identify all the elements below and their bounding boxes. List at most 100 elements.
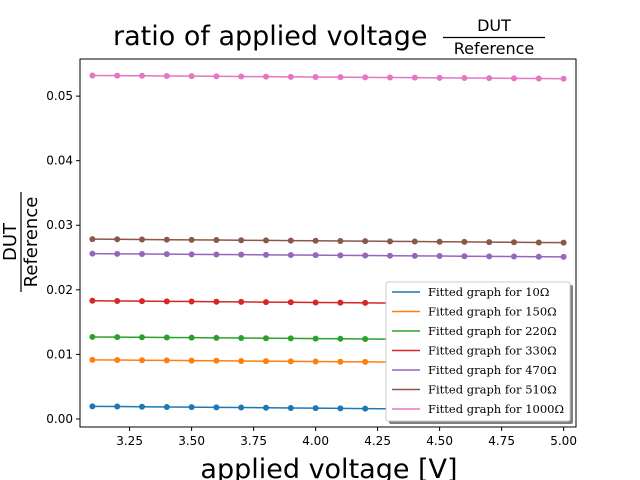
legend-label-6: Fitted graph for 1000Ω (428, 402, 564, 416)
data-point (337, 405, 344, 412)
data-point (139, 334, 145, 341)
data-point (188, 251, 195, 258)
legend-label-2: Fitted graph for 220Ω (428, 324, 557, 338)
y-tick-label: 0.03 (46, 218, 73, 232)
data-point (89, 297, 96, 304)
data-point (312, 237, 319, 244)
data-point (89, 72, 96, 79)
data-point (287, 335, 294, 342)
data-point (362, 238, 369, 245)
data-point (287, 404, 294, 411)
data-point (436, 74, 443, 81)
legend-box (385, 281, 571, 422)
data-point (213, 334, 220, 341)
data-point (238, 251, 245, 258)
data-point (163, 72, 170, 79)
y-tick-label: 0.04 (46, 154, 73, 168)
data-point (535, 253, 542, 260)
data-point (213, 404, 220, 411)
y-axis-label: DUT Reference (0, 192, 42, 292)
data-point (188, 357, 195, 364)
data-point (362, 299, 369, 306)
data-point (337, 358, 344, 365)
data-point (312, 405, 319, 412)
legend-label-0: Fitted graph for 10Ω (428, 285, 549, 299)
data-point (511, 75, 517, 82)
data-point (411, 238, 418, 245)
axes: 3.25 3.50 3.75 4.00 4.25 4.50 4.75 5.00 0.00 0.01… (46, 58, 577, 448)
data-point (312, 299, 319, 306)
data-point (188, 298, 195, 305)
chart-title: ratio of applied voltage DUT Reference (113, 16, 545, 58)
data-point (238, 335, 245, 342)
title-fraction-numerator: DUT (477, 16, 511, 35)
data-point (560, 75, 567, 82)
data-point (263, 335, 269, 342)
plot-frame (79, 58, 577, 428)
x-tick-label: 4.25 (364, 434, 391, 448)
data-point (238, 298, 245, 305)
data-point (263, 299, 269, 306)
data-point (213, 237, 220, 244)
ylabel-denominator: Reference (21, 197, 42, 288)
data-point (486, 253, 493, 260)
data-point (337, 299, 344, 306)
data-point (213, 357, 220, 364)
data-point (362, 335, 369, 342)
data-point (114, 72, 121, 79)
data-point (89, 356, 96, 363)
data-point (411, 252, 418, 259)
x-tick-label: 4.75 (488, 434, 515, 448)
data-point (411, 74, 418, 81)
data-point (163, 403, 170, 410)
x-tick-label: 3.75 (240, 434, 267, 448)
x-tick-label: 3.25 (116, 434, 143, 448)
data-point (139, 357, 145, 364)
data-point (337, 74, 344, 81)
title-fraction-denominator: Reference (454, 39, 535, 58)
data-point (188, 334, 195, 341)
data-point (287, 299, 294, 306)
data-point (238, 237, 245, 244)
data-point (139, 72, 145, 79)
data-point (139, 236, 145, 243)
data-point (337, 238, 344, 244)
data-point (486, 239, 493, 246)
data-point (560, 253, 567, 260)
data-point (461, 253, 468, 260)
data-point (163, 251, 170, 258)
series-line-6 (92, 74, 564, 80)
legend-label-4: Fitted graph for 470Ω (428, 363, 557, 377)
data-point (535, 75, 542, 82)
series-line-4 (92, 252, 564, 258)
data-point (287, 73, 294, 80)
data-point (312, 73, 319, 80)
y-tick-label: 0.00 (46, 412, 73, 426)
data-point (114, 297, 121, 304)
data-point (89, 250, 96, 257)
legend: Fitted graph for 10Ω Fitted graph for 150… (385, 281, 573, 424)
data-point (312, 335, 319, 342)
legend-label-3: Fitted graph for 330Ω (428, 344, 557, 358)
data-point (287, 252, 294, 259)
data-point (263, 358, 269, 365)
data-point (114, 250, 121, 257)
data-point (188, 73, 195, 80)
data-point (213, 73, 220, 80)
data-point (114, 236, 121, 243)
data-point (312, 358, 319, 365)
data-point (362, 74, 369, 81)
legend-label-1: Fitted graph for 150Ω (428, 305, 557, 319)
legend-label-5: Fitted graph for 510Ω (428, 383, 557, 397)
series-line-5 (92, 238, 564, 244)
data-point (436, 238, 443, 245)
data-point (163, 236, 170, 243)
data-point (337, 252, 344, 259)
x-tick-label: 5.00 (550, 434, 577, 448)
data-point (238, 357, 245, 364)
data-point (238, 73, 245, 80)
data-point (163, 334, 170, 341)
data-point (387, 238, 393, 245)
data-point (238, 404, 245, 411)
data-point (89, 236, 96, 243)
